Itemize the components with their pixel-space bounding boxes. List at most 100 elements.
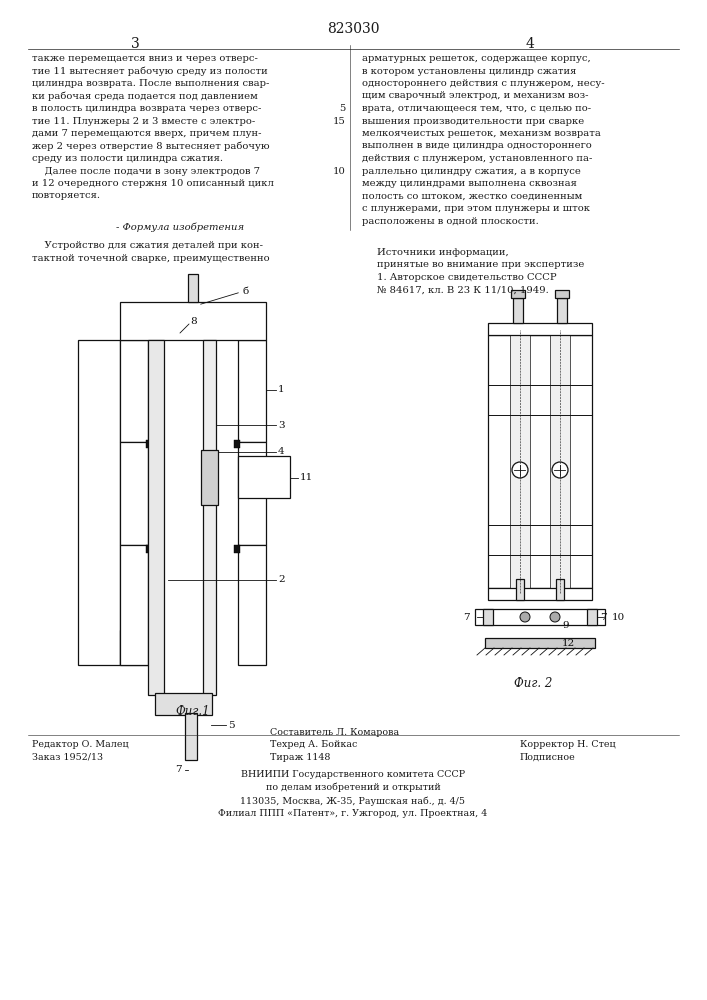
Bar [234, 545, 240, 553]
Text: 15: 15 [333, 116, 346, 125]
Bar [238, 545, 266, 665]
Bar [238, 442, 266, 545]
Bar [201, 450, 218, 505]
Text: 8: 8 [190, 318, 197, 326]
Text: принятые во внимание при экспертизе: принятые во внимание при экспертизе [377, 260, 585, 269]
Text: 12: 12 [562, 639, 575, 648]
Text: Тираж 1148: Тираж 1148 [270, 753, 330, 762]
Bar [78, 340, 120, 665]
Bar [510, 335, 530, 588]
Bar [555, 290, 569, 298]
Bar [120, 302, 266, 340]
Text: Источники информации,: Источники информации, [377, 248, 509, 257]
Text: 823030: 823030 [327, 22, 379, 36]
Text: между цилиндрами выполнена сквозная: между цилиндрами выполнена сквозная [362, 179, 577, 188]
Text: 11: 11 [300, 474, 313, 483]
Bar [238, 545, 266, 665]
Bar [120, 442, 148, 545]
Bar [587, 609, 597, 625]
Bar [513, 298, 523, 323]
Text: 1. Авторское свидетельство СССР: 1. Авторское свидетельство СССР [377, 273, 556, 282]
Text: также перемещается вниз и через отверс-: также перемещается вниз и через отверс- [32, 54, 258, 63]
Text: Фиг. 2: Фиг. 2 [514, 677, 552, 690]
Text: 7: 7 [600, 612, 607, 621]
Circle shape [520, 612, 530, 622]
Text: раллельно цилиндру сжатия, а в корпусе: раллельно цилиндру сжатия, а в корпусе [362, 166, 581, 176]
Bar [483, 609, 493, 625]
Text: 10: 10 [612, 612, 625, 621]
Text: полость со штоком, жестко соединенным: полость со штоком, жестко соединенным [362, 192, 583, 200]
Text: 4: 4 [525, 37, 534, 51]
Text: цилиндра возврата. После выполнения свар-: цилиндра возврата. После выполнения свар… [32, 79, 269, 88]
Text: повторяется.: повторяется. [32, 192, 101, 200]
Bar [511, 290, 525, 298]
Text: 10: 10 [333, 166, 346, 176]
Text: одностороннего действия с плунжером, несу-: одностороннего действия с плунжером, нес… [362, 79, 604, 88]
Text: Фиг.1: Фиг.1 [175, 705, 210, 718]
Bar [146, 440, 152, 448]
Text: в полость цилиндра возврата через отверс-: в полость цилиндра возврата через отверс… [32, 104, 262, 113]
Bar [488, 323, 592, 335]
Text: ВНИИПИ Государственного комитета СССР: ВНИИПИ Государственного комитета СССР [241, 770, 465, 779]
Text: Далее после подачи в зону электродов 7: Далее после подачи в зону электродов 7 [32, 166, 260, 176]
Text: 113035, Москва, Ж-35, Раушская наб., д. 4/5: 113035, Москва, Ж-35, Раушская наб., д. … [240, 796, 465, 806]
Text: Устройство для сжатия деталей при кон-: Устройство для сжатия деталей при кон- [32, 241, 263, 250]
Bar [234, 440, 240, 448]
Text: в котором установлены цилиндр сжатия: в котором установлены цилиндр сжатия [362, 66, 576, 76]
Bar [120, 340, 148, 442]
Bar [188, 274, 198, 302]
Text: 7: 7 [463, 612, 470, 621]
Text: с плунжерами, при этом плунжеры и шток: с плунжерами, при этом плунжеры и шток [362, 204, 590, 213]
Text: Техред А. Бойкас: Техред А. Бойкас [270, 740, 357, 749]
Bar [238, 456, 290, 498]
Text: 3: 3 [131, 37, 139, 51]
Text: № 84617, кл. В 23 К 11/10, 1949.: № 84617, кл. В 23 К 11/10, 1949. [377, 285, 549, 294]
Text: 5: 5 [339, 104, 346, 113]
Text: ки рабочая среда подается под давлением: ки рабочая среда подается под давлением [32, 92, 258, 101]
Text: расположены в одной плоскости.: расположены в одной плоскости. [362, 217, 539, 226]
Text: действия с плунжером, установленного па-: действия с плунжером, установленного па- [362, 154, 592, 163]
Text: 7: 7 [175, 766, 182, 774]
Text: 9: 9 [562, 620, 568, 630]
Bar [238, 340, 266, 442]
Bar [203, 340, 216, 695]
Text: 4: 4 [278, 448, 285, 456]
Text: тие 11 вытесняет рабочую среду из полости: тие 11 вытесняет рабочую среду из полост… [32, 66, 268, 76]
Bar [238, 340, 266, 442]
Text: б: б [243, 288, 250, 296]
Text: жер 2 через отверстие 8 вытесняет рабочую: жер 2 через отверстие 8 вытесняет рабочу… [32, 141, 269, 151]
Text: - Формула изобретения: - Формула изобретения [116, 223, 244, 232]
Text: Заказ 1952/13: Заказ 1952/13 [32, 753, 103, 762]
Text: 5: 5 [228, 720, 235, 730]
Text: Редактор О. Малец: Редактор О. Малец [32, 740, 129, 749]
Text: мелкоячеистых решеток, механизм возврата: мелкоячеистых решеток, механизм возврата [362, 129, 601, 138]
Bar [146, 545, 152, 553]
Text: среду из полости цилиндра сжатия.: среду из полости цилиндра сжатия. [32, 154, 223, 163]
Bar [185, 713, 197, 760]
Text: вышения производительности при сварке: вышения производительности при сварке [362, 116, 584, 125]
Bar [550, 335, 570, 588]
Text: 1: 1 [278, 385, 285, 394]
Bar [120, 545, 148, 665]
Bar [238, 456, 290, 498]
Bar [120, 630, 150, 665]
Bar [120, 340, 148, 442]
Bar [155, 693, 212, 715]
Text: арматурных решеток, содержащее корпус,: арматурных решеток, содержащее корпус, [362, 54, 591, 63]
Bar [557, 298, 567, 323]
Circle shape [550, 612, 560, 622]
Text: тие 11. Плунжеры 2 и 3 вместе с электро-: тие 11. Плунжеры 2 и 3 вместе с электро- [32, 116, 255, 125]
Bar [488, 335, 592, 588]
Bar [78, 340, 120, 665]
Circle shape [512, 462, 528, 478]
Bar [148, 340, 164, 695]
Text: щим сварочный электрод, и механизм воз-: щим сварочный электрод, и механизм воз- [362, 92, 588, 101]
Text: Подписное: Подписное [520, 753, 575, 762]
Bar [556, 579, 564, 600]
Text: выполнен в виде цилиндра одностороннего: выполнен в виде цилиндра одностороннего [362, 141, 592, 150]
Bar [238, 442, 266, 545]
Text: Корректор Н. Стец: Корректор Н. Стец [520, 740, 616, 749]
Bar [120, 545, 148, 665]
Text: 2: 2 [278, 576, 285, 584]
Text: и 12 очередного стержня 10 описанный цикл: и 12 очередного стержня 10 описанный цик… [32, 179, 274, 188]
